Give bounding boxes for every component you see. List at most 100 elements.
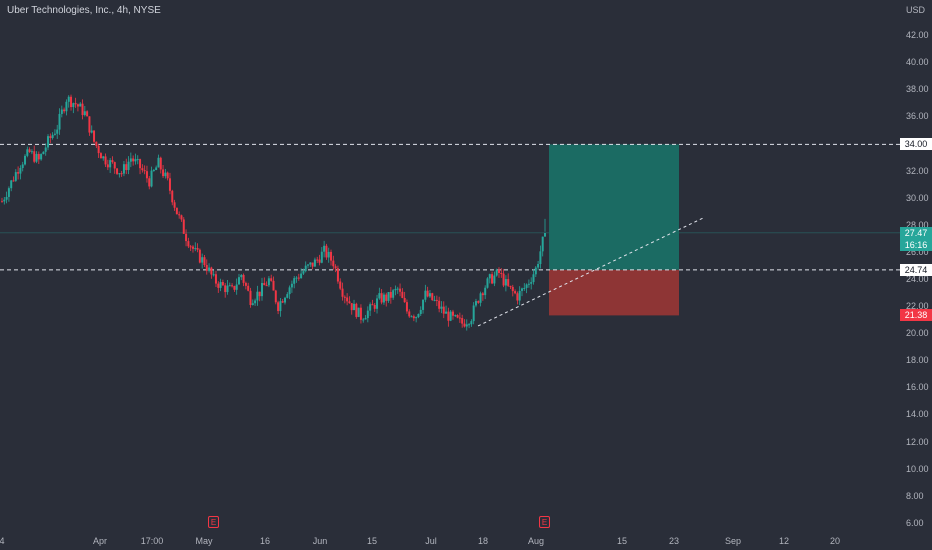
candle-body: [168, 178, 171, 191]
candle-body: [447, 311, 450, 321]
candle-body: [514, 291, 517, 294]
candle-body: [380, 293, 383, 303]
candle-body: [325, 245, 328, 258]
candle-body: [56, 129, 59, 134]
candle-body: [159, 157, 162, 170]
candle-body: [127, 161, 130, 171]
candle-body: [392, 290, 395, 298]
candle-body: [364, 318, 367, 320]
candle-body: [93, 130, 96, 142]
y-tick-label: 8.00: [906, 490, 924, 501]
candle-body: [491, 274, 494, 284]
candle-body: [152, 170, 155, 172]
candle-body: [76, 104, 79, 107]
candle-body: [486, 278, 489, 288]
candle-body: [72, 103, 75, 108]
x-tick-label: Jul: [425, 536, 437, 546]
candle-body: [67, 96, 70, 102]
candle-body: [290, 283, 293, 288]
candle-body: [327, 251, 330, 258]
candle-body: [359, 307, 362, 320]
y-tick-label: 24.00: [906, 273, 929, 284]
candle-body: [346, 297, 349, 302]
candle-body: [180, 215, 183, 220]
candle-body: [511, 286, 514, 292]
y-tick-label: 22.00: [906, 301, 929, 311]
candle-body: [3, 199, 6, 202]
candles: [1, 94, 546, 331]
candle-body: [309, 262, 312, 265]
candle-body: [74, 103, 77, 105]
candle-body: [468, 324, 471, 326]
candle-body: [42, 151, 45, 155]
candle-body: [320, 251, 323, 263]
candle-body: [109, 160, 112, 168]
x-tick-label: 15: [366, 536, 378, 546]
candle-body: [251, 303, 254, 305]
candle-body: [10, 180, 13, 189]
candle-body: [412, 316, 415, 319]
candle-body: [97, 145, 100, 154]
candle-body: [150, 170, 153, 187]
current-price-badge: 27.47: [900, 226, 932, 239]
x-tick-label: 4: [0, 536, 5, 546]
earnings-event-icon[interactable]: E: [208, 516, 219, 528]
x-tick-label: 15: [616, 536, 628, 546]
x-tick-label: Sep: [724, 536, 742, 546]
candle-body: [454, 315, 457, 317]
candle-body: [196, 248, 199, 250]
candle-body: [284, 297, 287, 303]
candle-body: [385, 294, 388, 301]
candle-body: [316, 259, 319, 261]
candle-body: [164, 172, 167, 177]
candle-body: [438, 300, 441, 309]
candle-body: [205, 265, 208, 271]
candle-body: [102, 156, 105, 159]
candle-body: [433, 299, 436, 301]
candle-body: [233, 286, 236, 290]
candle-body: [484, 287, 487, 296]
candle-body: [435, 299, 438, 301]
candle-body: [313, 259, 316, 267]
candle-body: [63, 109, 66, 112]
candle-body: [440, 306, 443, 309]
candle-body: [270, 278, 273, 281]
candle-body: [260, 283, 263, 297]
target-price-badge: 34.00: [900, 138, 932, 151]
candle-body: [405, 302, 408, 312]
y-tick-label: 28.00: [906, 219, 929, 230]
candle-body: [297, 277, 300, 279]
candle-body: [357, 307, 360, 317]
earnings-event-icon[interactable]: E: [539, 516, 550, 528]
candle-body: [51, 134, 54, 139]
candle-body: [348, 301, 351, 304]
candle-body: [247, 285, 250, 291]
candle-body: [5, 196, 8, 200]
candle-body: [1, 201, 3, 203]
candle-body: [428, 293, 431, 297]
candle-body: [116, 168, 119, 174]
candle-body: [272, 280, 275, 291]
y-tick-label: 20.00: [906, 328, 929, 339]
candle-body: [288, 287, 291, 295]
candle-body: [148, 178, 151, 187]
candle-body: [139, 159, 142, 169]
candle-body: [249, 290, 252, 305]
candle-body: [295, 277, 298, 279]
candle-body: [516, 293, 519, 301]
candle-body: [403, 297, 406, 303]
candle-body: [472, 305, 475, 322]
candle-body: [343, 296, 346, 298]
candle-body: [145, 171, 148, 179]
candle-body: [279, 301, 282, 312]
candle-body: [431, 293, 434, 301]
x-tick-label: 20: [829, 536, 841, 546]
candle-body: [366, 310, 369, 319]
candle-body: [300, 273, 303, 279]
candle-body: [47, 136, 50, 148]
candle-body: [378, 293, 381, 299]
candle-body: [219, 282, 222, 288]
candle-body: [509, 285, 512, 287]
candle-body: [307, 264, 310, 266]
